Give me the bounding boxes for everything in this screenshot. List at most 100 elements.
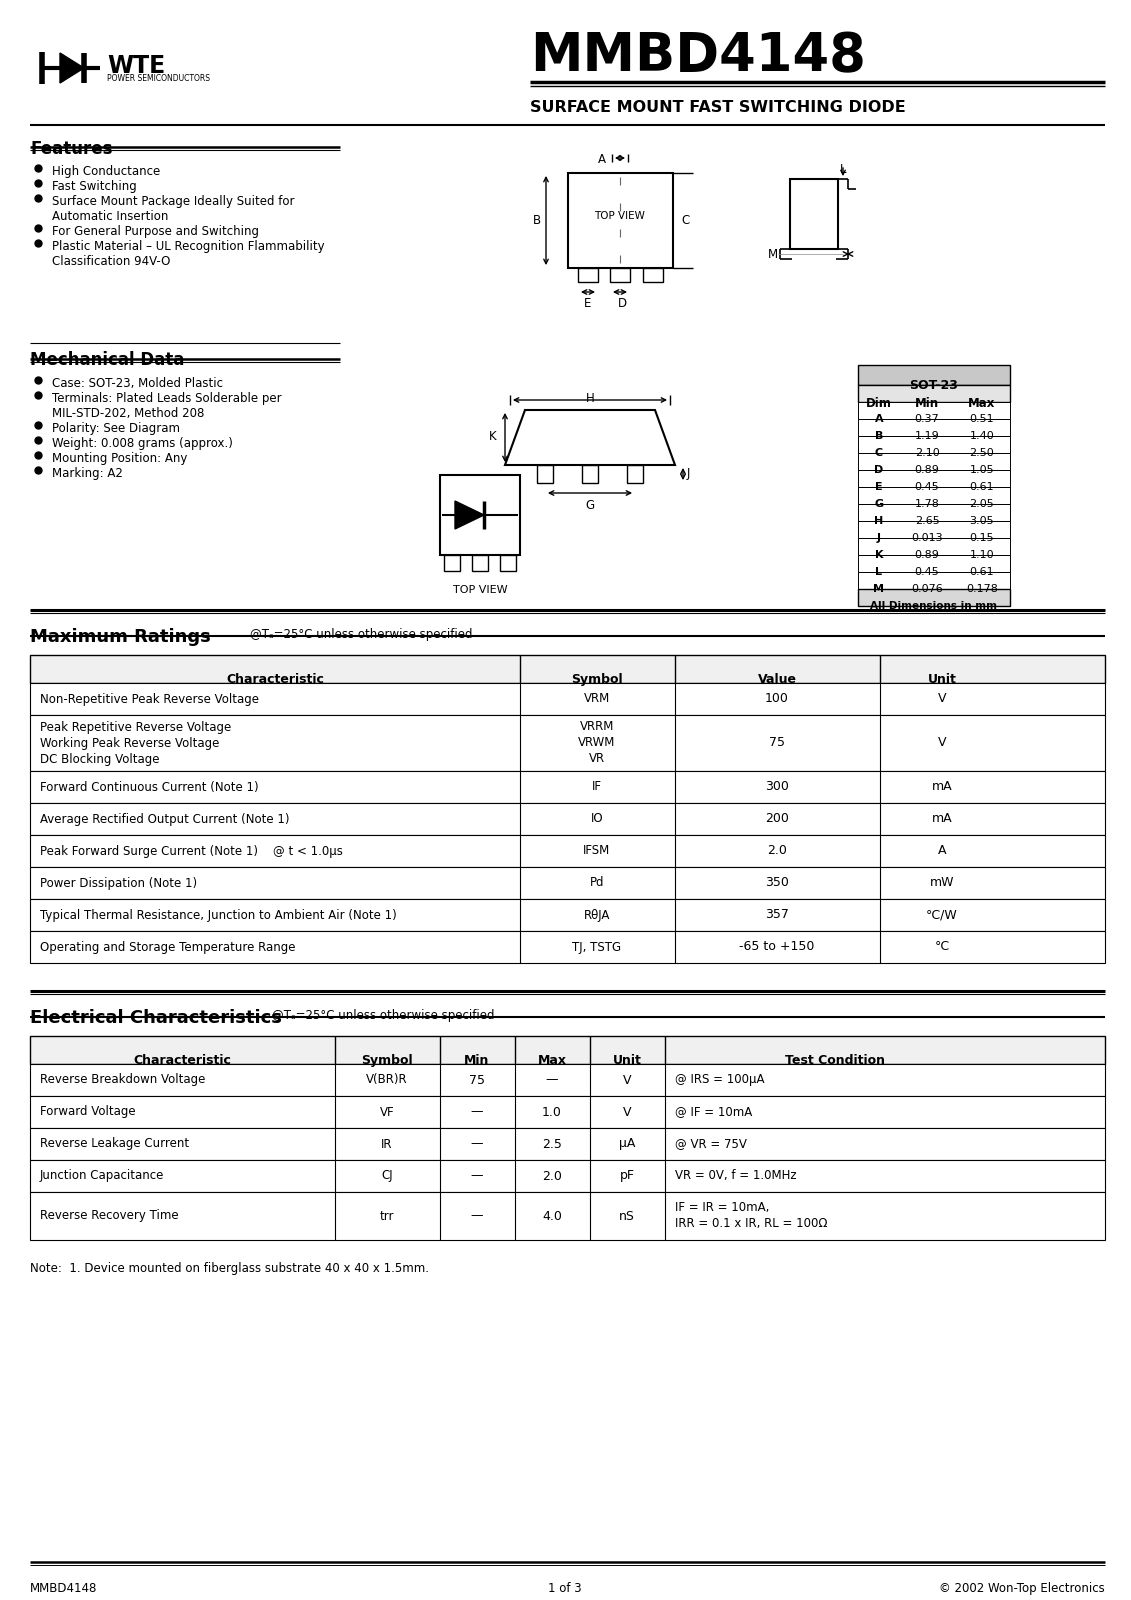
Text: RθJA: RθJA bbox=[584, 909, 611, 922]
Text: G: G bbox=[874, 499, 883, 509]
Text: M: M bbox=[873, 584, 884, 594]
Text: @Tₐ=25°C unless otherwise specified: @Tₐ=25°C unless otherwise specified bbox=[271, 1010, 494, 1022]
Text: 1.05: 1.05 bbox=[969, 466, 994, 475]
Bar bbox=[858, 365, 1010, 386]
Text: Unit: Unit bbox=[927, 674, 957, 686]
Text: Junction Capacitance: Junction Capacitance bbox=[40, 1170, 164, 1182]
Text: V: V bbox=[623, 1106, 631, 1118]
Text: —: — bbox=[470, 1138, 483, 1150]
Text: nS: nS bbox=[619, 1210, 634, 1222]
Text: Working Peak Reverse Voltage: Working Peak Reverse Voltage bbox=[40, 736, 219, 749]
Text: 357: 357 bbox=[765, 909, 789, 922]
Text: Pd: Pd bbox=[589, 877, 604, 890]
Text: Power Dissipation (Note 1): Power Dissipation (Note 1) bbox=[40, 877, 197, 890]
Text: Min: Min bbox=[915, 397, 939, 410]
Text: 0.51: 0.51 bbox=[969, 414, 994, 424]
Bar bbox=[537, 466, 553, 483]
Polygon shape bbox=[506, 410, 675, 466]
Bar bbox=[500, 555, 516, 571]
Text: Note:  1. Device mounted on fiberglass substrate 40 x 40 x 1.5mm.: Note: 1. Device mounted on fiberglass su… bbox=[31, 1262, 429, 1275]
Bar bbox=[858, 435, 1010, 453]
Text: @Tₐ=25°C unless otherwise specified: @Tₐ=25°C unless otherwise specified bbox=[250, 627, 473, 642]
Text: V: V bbox=[938, 693, 947, 706]
Text: E: E bbox=[875, 482, 883, 493]
Text: SURFACE MOUNT FAST SWITCHING DIODE: SURFACE MOUNT FAST SWITCHING DIODE bbox=[530, 99, 906, 115]
Bar bbox=[31, 1128, 1105, 1160]
Bar bbox=[578, 267, 598, 282]
Bar bbox=[858, 504, 1010, 522]
Text: Typical Thermal Resistance, Junction to Ambient Air (Note 1): Typical Thermal Resistance, Junction to … bbox=[40, 909, 397, 922]
Text: For General Purpose and Switching: For General Purpose and Switching bbox=[52, 226, 259, 238]
Text: 2.0: 2.0 bbox=[767, 845, 787, 858]
Text: J: J bbox=[877, 533, 881, 542]
Bar bbox=[568, 173, 673, 267]
Bar bbox=[858, 419, 1010, 435]
Text: L: L bbox=[875, 566, 882, 578]
Text: L: L bbox=[840, 163, 846, 176]
Text: V: V bbox=[623, 1074, 631, 1086]
Text: 0.013: 0.013 bbox=[912, 533, 943, 542]
Text: °C/W: °C/W bbox=[926, 909, 958, 922]
Text: IO: IO bbox=[590, 813, 603, 826]
Text: TJ, TSTG: TJ, TSTG bbox=[572, 941, 622, 954]
Text: Symbol: Symbol bbox=[571, 674, 623, 686]
Text: Peak Repetitive Reverse Voltage: Peak Repetitive Reverse Voltage bbox=[40, 720, 231, 733]
Text: Terminals: Plated Leads Solderable per: Terminals: Plated Leads Solderable per bbox=[52, 392, 282, 405]
Text: Average Rectified Output Current (Note 1): Average Rectified Output Current (Note 1… bbox=[40, 813, 290, 826]
Bar bbox=[31, 683, 1105, 715]
Text: Weight: 0.008 grams (approx.): Weight: 0.008 grams (approx.) bbox=[52, 437, 233, 450]
Text: 0.178: 0.178 bbox=[966, 584, 998, 594]
Text: MIL-STD-202, Method 208: MIL-STD-202, Method 208 bbox=[52, 406, 205, 419]
Text: VR = 0V, f = 1.0MHz: VR = 0V, f = 1.0MHz bbox=[675, 1170, 796, 1182]
Text: Mechanical Data: Mechanical Data bbox=[31, 350, 184, 370]
Text: Non-Repetitive Peak Reverse Voltage: Non-Repetitive Peak Reverse Voltage bbox=[40, 693, 259, 706]
Bar bbox=[610, 267, 630, 282]
Text: Characteristic: Characteristic bbox=[133, 1054, 231, 1067]
Text: 1.10: 1.10 bbox=[969, 550, 994, 560]
Text: Min: Min bbox=[465, 1054, 490, 1067]
Text: VF: VF bbox=[380, 1106, 395, 1118]
Text: IFSM: IFSM bbox=[584, 845, 611, 858]
Text: 0.37: 0.37 bbox=[915, 414, 940, 424]
Text: 75: 75 bbox=[469, 1074, 485, 1086]
Bar bbox=[440, 475, 520, 555]
Text: Marking: A2: Marking: A2 bbox=[52, 467, 123, 480]
Bar bbox=[858, 453, 1010, 470]
Text: 2.0: 2.0 bbox=[542, 1170, 562, 1182]
Text: Classification 94V-O: Classification 94V-O bbox=[52, 254, 171, 267]
Text: 3.05: 3.05 bbox=[969, 515, 994, 526]
Text: Mounting Position: Any: Mounting Position: Any bbox=[52, 451, 188, 466]
Bar bbox=[858, 522, 1010, 538]
Text: E: E bbox=[585, 298, 592, 310]
Text: CJ: CJ bbox=[381, 1170, 392, 1182]
Text: —: — bbox=[470, 1210, 483, 1222]
Bar bbox=[858, 402, 1010, 419]
Bar bbox=[858, 386, 1010, 402]
Text: Test Condition: Test Condition bbox=[785, 1054, 884, 1067]
Text: mA: mA bbox=[932, 781, 952, 794]
Text: V: V bbox=[938, 736, 947, 749]
Text: 0.89: 0.89 bbox=[915, 466, 940, 475]
Text: 75: 75 bbox=[769, 736, 785, 749]
Text: K: K bbox=[490, 430, 497, 443]
Bar bbox=[31, 899, 1105, 931]
Text: A: A bbox=[598, 154, 606, 166]
Text: Forward Voltage: Forward Voltage bbox=[40, 1106, 136, 1118]
Text: 2.50: 2.50 bbox=[969, 448, 994, 458]
Text: -65 to +150: -65 to +150 bbox=[740, 941, 814, 954]
Bar bbox=[31, 1064, 1105, 1096]
Bar bbox=[31, 803, 1105, 835]
Bar bbox=[627, 466, 644, 483]
Text: C: C bbox=[681, 213, 689, 227]
Text: 2.65: 2.65 bbox=[915, 515, 940, 526]
Text: pF: pF bbox=[620, 1170, 634, 1182]
Text: Unit: Unit bbox=[613, 1054, 641, 1067]
Text: MMBD4148: MMBD4148 bbox=[31, 1582, 97, 1595]
Bar bbox=[444, 555, 460, 571]
Text: °C: °C bbox=[934, 941, 950, 954]
Text: 0.45: 0.45 bbox=[915, 482, 940, 493]
Text: D: D bbox=[874, 466, 883, 475]
Text: 350: 350 bbox=[765, 877, 789, 890]
Text: Case: SOT-23, Molded Plastic: Case: SOT-23, Molded Plastic bbox=[52, 378, 223, 390]
Text: 0.61: 0.61 bbox=[969, 482, 994, 493]
